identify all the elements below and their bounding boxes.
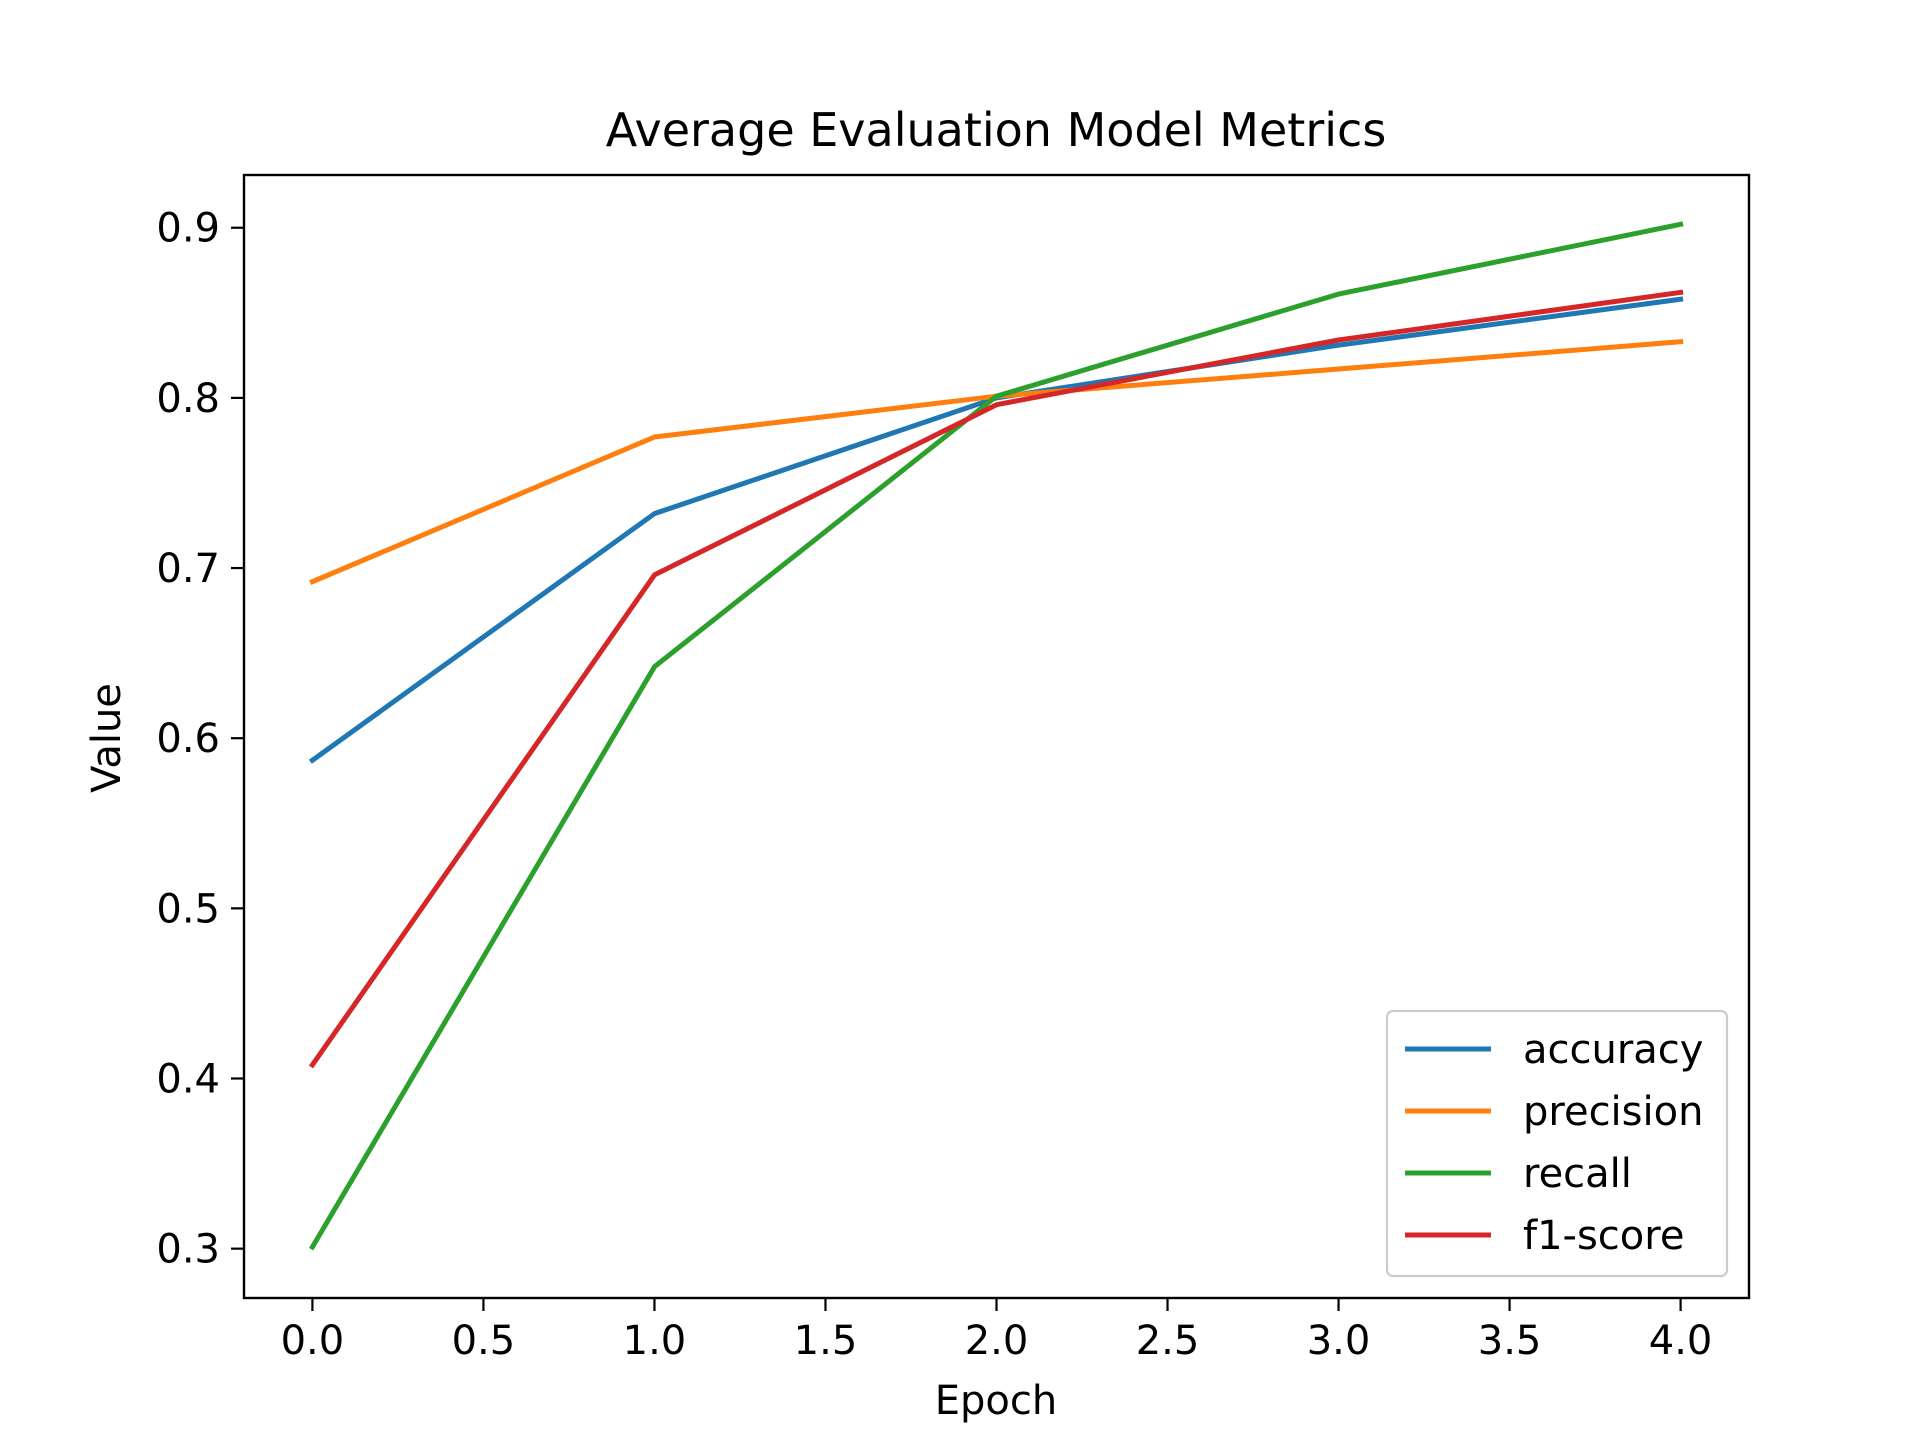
- y-tick-label: 0.4: [156, 1057, 220, 1103]
- x-tick-label: 2.0: [965, 1318, 1029, 1364]
- series-line-recall: [308, 221, 1684, 1251]
- series-lines: [308, 221, 1684, 1251]
- y-tick-label: 0.7: [156, 546, 220, 592]
- legend-box: [1385, 1009, 1729, 1278]
- series-line-f1-score: [308, 289, 1684, 1069]
- y-axis-ticks: 0.3 0.4 0.5 0.6 0.7 0.8 0.9: [156, 206, 244, 1273]
- legend-label: accuracy: [1523, 1027, 1703, 1073]
- legend: accuracy precision recall f1-score: [1385, 1009, 1729, 1278]
- x-tick-label: 3.5: [1478, 1318, 1542, 1364]
- x-tick-label: 0.5: [452, 1318, 516, 1364]
- plot-area-frame: [242, 173, 1751, 1300]
- x-tick-label: 1.0: [623, 1318, 687, 1364]
- y-tick-label: 0.3: [156, 1227, 220, 1273]
- legend-label: precision: [1523, 1089, 1703, 1135]
- y-tick-label: 0.5: [156, 886, 220, 932]
- legend-label: recall: [1523, 1151, 1632, 1197]
- x-tick-label: 0.0: [281, 1318, 345, 1364]
- y-axis-label: Value: [84, 683, 130, 793]
- x-tick-label: 2.5: [1136, 1318, 1200, 1364]
- x-axis-ticks: 0.0 0.5 1.0 1.5 2.0 2.5 3.0 3.5 4.0: [281, 1298, 1713, 1364]
- chart-title: Average Evaluation Model Metrics: [606, 103, 1387, 157]
- legend-label: f1-score: [1523, 1213, 1684, 1259]
- y-tick-label: 0.8: [156, 376, 220, 422]
- y-tick-label: 0.6: [156, 716, 220, 762]
- x-tick-label: 3.0: [1307, 1318, 1371, 1364]
- y-tick-label: 0.9: [156, 206, 220, 252]
- x-axis-label: Epoch: [935, 1378, 1057, 1424]
- x-tick-label: 4.0: [1649, 1318, 1713, 1364]
- x-tick-label: 1.5: [794, 1318, 858, 1364]
